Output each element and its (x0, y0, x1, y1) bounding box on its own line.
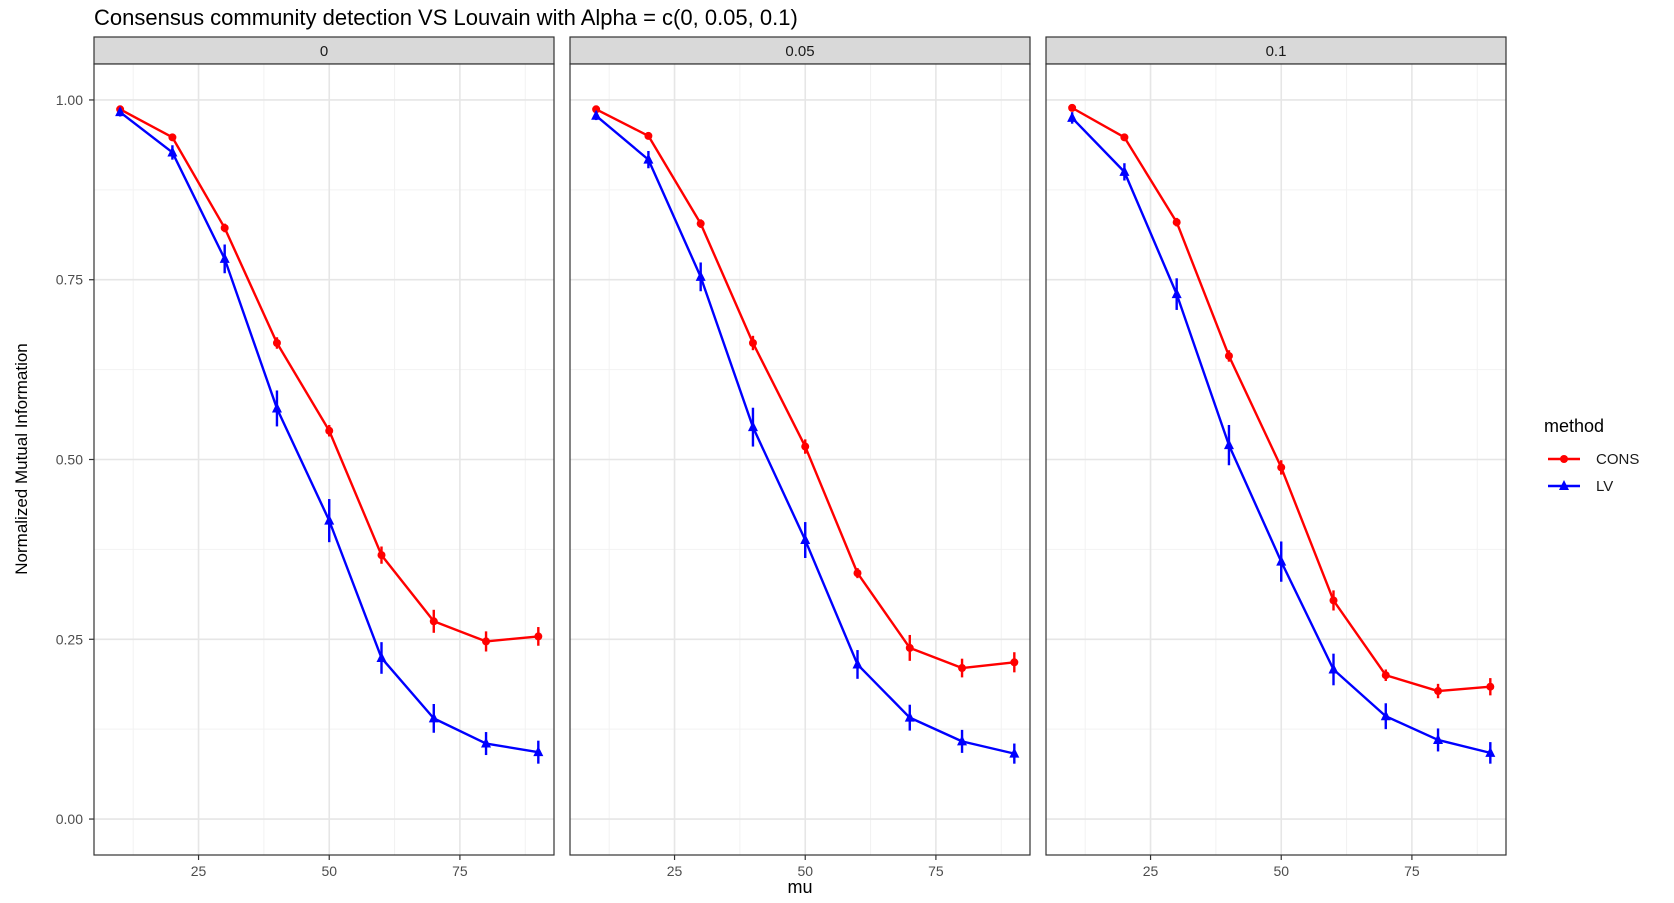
data-point (1381, 671, 1390, 680)
x-tick-label: 25 (667, 863, 683, 879)
x-tick-label: 25 (1143, 863, 1159, 879)
data-point (1277, 463, 1286, 472)
chart-title: Consensus community detection VS Louvain… (94, 5, 798, 30)
x-axis-label: mu (787, 877, 812, 897)
legend-key-marker (1559, 480, 1569, 490)
y-tick-label: 0.50 (56, 452, 83, 468)
data-point (1067, 111, 1078, 122)
facet-panel-0: 0 25 50 75 0.00 0.25 0.50 0.75 1.00 (56, 36, 555, 879)
facet-panel-2: 0.1 25 50 75 (1045, 36, 1507, 879)
data-point (958, 664, 967, 673)
data-point (1172, 218, 1181, 227)
data-point (167, 146, 178, 157)
facet-strip (93, 36, 555, 65)
x-tick-label: 75 (1404, 863, 1420, 879)
data-point (957, 735, 968, 746)
data-point (1120, 133, 1129, 142)
data-point (219, 252, 230, 263)
data-point (115, 106, 126, 117)
data-point (482, 637, 491, 646)
data-point (1276, 555, 1287, 566)
facet-strip (569, 36, 1031, 65)
data-point (1010, 658, 1019, 667)
data-point (429, 617, 438, 626)
legend-label: CONS (1596, 451, 1639, 468)
x-tick-label: 75 (928, 863, 944, 879)
panel-border (569, 63, 1031, 856)
legend-title: method (1544, 416, 1604, 436)
facet-strip-label: 0 (320, 43, 328, 60)
data-point (801, 442, 810, 451)
y-tick-label: 0.25 (56, 631, 83, 647)
data-point (644, 131, 653, 140)
data-point (1328, 663, 1339, 674)
data-point (324, 514, 335, 525)
data-point (376, 651, 387, 662)
data-point (1068, 103, 1077, 112)
data-point (748, 339, 757, 348)
data-point (272, 339, 281, 348)
data-point (905, 643, 914, 652)
data-point (592, 105, 601, 114)
data-point (904, 711, 915, 722)
data-point (696, 219, 705, 228)
data-point (1380, 710, 1391, 721)
x-tick-label: 50 (797, 863, 813, 879)
legend-key-marker (1560, 455, 1568, 463)
legend: method CONS LV (1544, 416, 1639, 495)
data-point (377, 551, 386, 560)
data-point (800, 534, 811, 545)
facet-strip (1045, 36, 1507, 65)
data-point (853, 569, 862, 578)
data-point (1119, 165, 1130, 176)
data-point (1329, 596, 1338, 605)
data-point (1009, 747, 1020, 758)
facet-panel-1: 0.05 25 50 75 (569, 36, 1031, 879)
data-point (1434, 687, 1443, 696)
data-point (591, 109, 602, 120)
facet-strip-label: 0.05 (785, 43, 814, 60)
data-point (1223, 439, 1234, 450)
panel-border (1045, 63, 1507, 856)
legend-label: LV (1596, 478, 1613, 495)
y-tick-label: 1.00 (56, 92, 83, 108)
data-point (1433, 733, 1444, 744)
facet-strip-label: 0.1 (1266, 43, 1287, 60)
y-axis-label: Normalized Mutual Information (12, 343, 31, 574)
data-point (1171, 288, 1182, 299)
data-point (1486, 682, 1495, 691)
data-point (271, 402, 282, 413)
x-tick-label: 25 (191, 863, 207, 879)
data-point (325, 426, 334, 435)
y-tick-label: 0.00 (56, 811, 83, 827)
data-point (168, 133, 177, 142)
data-point (1485, 746, 1496, 757)
data-point (643, 153, 654, 164)
legend-item-lv: LV (1548, 478, 1613, 495)
data-point (428, 712, 439, 723)
y-tick-label: 0.75 (56, 272, 83, 288)
data-point (220, 223, 229, 232)
data-point (852, 658, 863, 669)
legend-item-cons: CONS (1548, 451, 1639, 468)
data-point (534, 632, 543, 641)
x-tick-label: 50 (1273, 863, 1289, 879)
x-tick-label: 50 (321, 863, 337, 879)
data-point (481, 737, 492, 748)
data-point (1224, 351, 1233, 360)
data-point (695, 270, 706, 281)
x-tick-label: 75 (452, 863, 468, 879)
data-point (533, 746, 544, 757)
data-point (747, 421, 758, 432)
